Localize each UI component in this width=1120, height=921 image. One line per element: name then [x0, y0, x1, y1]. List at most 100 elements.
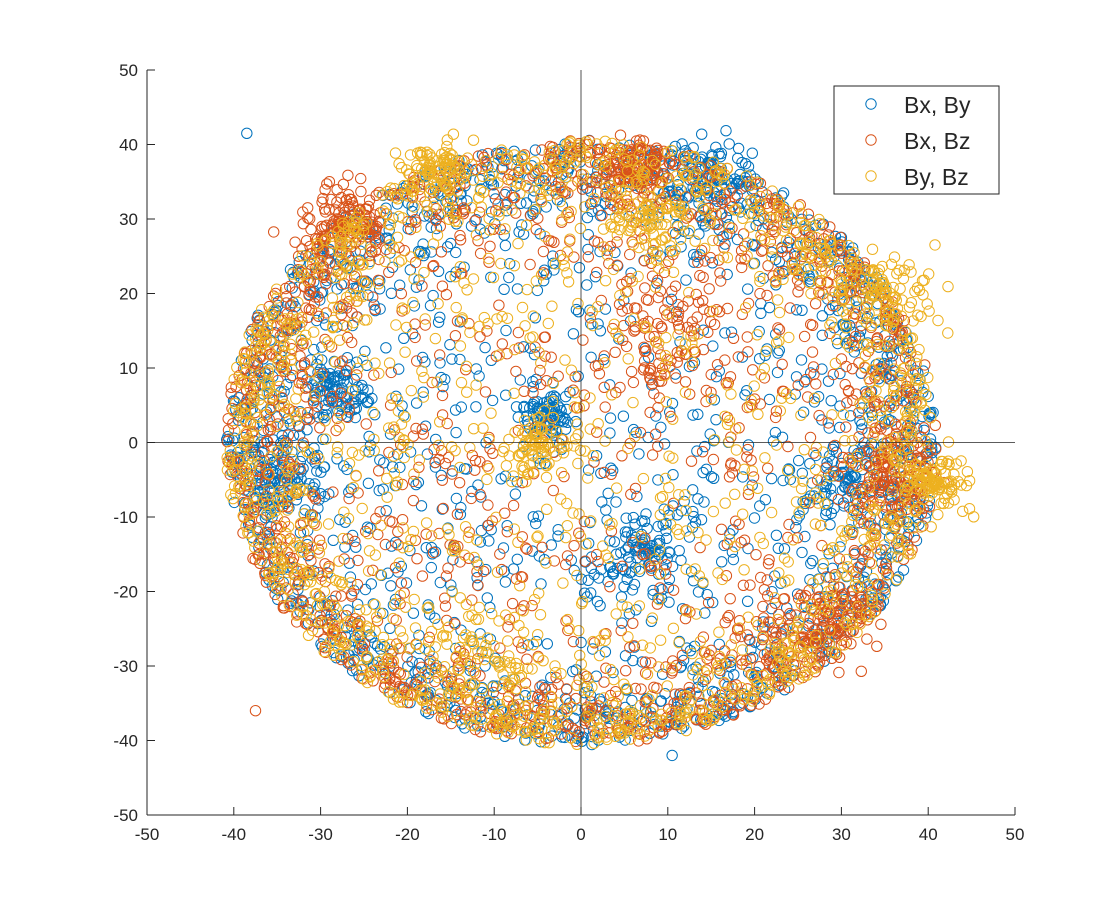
data-point	[296, 594, 308, 606]
data-point	[829, 439, 841, 452]
data-point	[719, 193, 731, 206]
data-point	[693, 570, 705, 582]
data-point	[536, 541, 548, 553]
data-point	[356, 502, 368, 515]
data-point	[534, 681, 546, 693]
data-point	[652, 474, 664, 486]
data-point	[394, 625, 407, 637]
data-point	[826, 652, 838, 664]
data-point	[796, 304, 808, 316]
data-point	[629, 682, 642, 695]
data-point	[838, 639, 850, 651]
data-point	[379, 538, 392, 551]
data-point	[653, 392, 666, 404]
data-point	[499, 239, 512, 252]
data-point	[698, 712, 710, 724]
data-point	[843, 246, 855, 259]
data-point	[578, 515, 591, 528]
data-point	[527, 170, 539, 182]
data-point	[281, 504, 294, 516]
data-point	[560, 171, 572, 184]
data-point	[547, 484, 559, 497]
data-point	[749, 193, 761, 205]
data-point	[625, 488, 637, 500]
data-point	[540, 375, 553, 387]
data-point	[810, 449, 822, 462]
data-point	[308, 276, 320, 288]
data-point	[296, 243, 308, 255]
data-point	[747, 651, 759, 664]
data-point	[343, 492, 355, 505]
data-point	[349, 289, 362, 302]
data-point	[905, 359, 917, 372]
data-point	[620, 665, 632, 677]
data-point	[696, 128, 708, 140]
data-point	[685, 208, 698, 220]
data-point	[723, 471, 736, 483]
data-point	[471, 566, 483, 578]
data-point	[604, 161, 616, 173]
data-point	[366, 392, 378, 405]
data-point	[820, 571, 832, 583]
data-point	[741, 198, 753, 211]
data-point	[317, 433, 329, 445]
data-point	[740, 654, 752, 667]
data-point	[793, 510, 806, 522]
data-point	[738, 463, 750, 475]
data-point	[788, 631, 800, 643]
data-point	[833, 666, 845, 679]
data-point	[369, 625, 381, 637]
data-point	[848, 548, 860, 561]
data-point	[294, 463, 306, 475]
data-point	[620, 184, 632, 197]
data-point	[908, 531, 920, 543]
data-point	[655, 695, 667, 707]
data-point	[582, 251, 594, 263]
data-point	[442, 451, 455, 464]
data-point	[388, 421, 400, 433]
data-point	[625, 365, 638, 378]
data-point	[805, 557, 817, 570]
data-point	[354, 203, 366, 215]
data-point	[298, 281, 311, 293]
data-point	[524, 258, 536, 271]
data-point	[398, 681, 411, 694]
data-point	[454, 508, 467, 521]
data-point	[929, 239, 941, 251]
data-point	[305, 304, 318, 316]
data-point	[372, 274, 385, 286]
data-point	[302, 202, 314, 214]
data-point	[713, 714, 725, 727]
data-point	[726, 546, 739, 558]
data-point	[493, 299, 505, 311]
data-point	[880, 544, 892, 556]
data-point	[315, 287, 327, 299]
data-point	[803, 497, 816, 509]
data-point	[852, 601, 864, 613]
data-point	[379, 672, 391, 684]
data-point	[768, 632, 780, 644]
data-point	[498, 283, 510, 295]
data-point	[881, 341, 894, 354]
data-point	[604, 535, 616, 547]
data-point	[839, 435, 851, 447]
data-point	[699, 242, 711, 255]
data-point	[312, 353, 324, 365]
data-point	[590, 450, 603, 462]
data-point	[304, 413, 316, 425]
data-point	[343, 201, 355, 213]
data-point	[511, 476, 523, 488]
data-point	[683, 681, 695, 694]
data-point	[834, 367, 846, 380]
data-point	[409, 214, 421, 226]
data-point	[725, 457, 737, 469]
data-point	[421, 602, 433, 614]
data-point	[741, 683, 754, 695]
data-point	[746, 147, 758, 159]
data-point	[520, 197, 533, 209]
data-point	[635, 530, 647, 543]
data-point	[762, 462, 774, 474]
data-point	[655, 375, 668, 387]
data-point	[638, 362, 651, 374]
data-point	[334, 387, 347, 399]
